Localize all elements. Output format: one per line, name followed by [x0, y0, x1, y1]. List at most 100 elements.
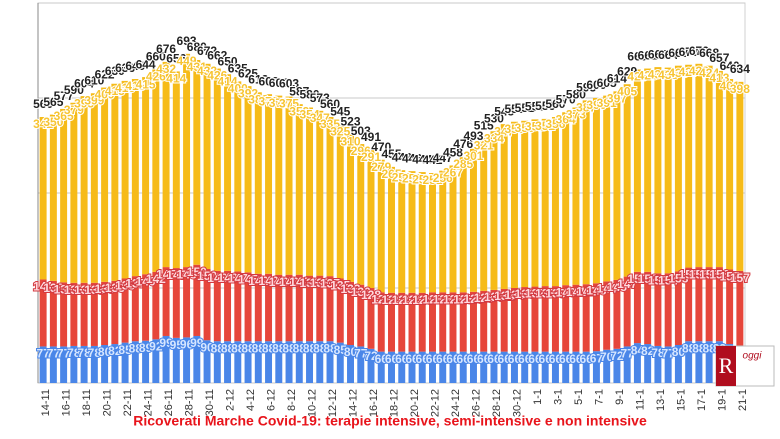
- total-label: 640: [720, 59, 740, 73]
- total-label: 560: [545, 97, 565, 111]
- bar-segment: [234, 341, 242, 383]
- total-label: 672: [197, 44, 217, 58]
- total-label: 565: [43, 95, 63, 109]
- segment-label: 124: [412, 293, 432, 307]
- bar-segment: [654, 273, 662, 346]
- segment-label: 99: [190, 336, 204, 350]
- bar-segment: [295, 274, 303, 342]
- bar-segment: [131, 276, 139, 342]
- bar-segment: [152, 339, 160, 383]
- x-tick-label: 22-12: [429, 389, 441, 417]
- bar-segment: [90, 93, 98, 283]
- bar-segment: [633, 69, 641, 272]
- segment-label: 379: [64, 103, 84, 117]
- bar-segment: [60, 282, 68, 347]
- segment-label: 325: [330, 124, 350, 138]
- bar-segment: [551, 286, 559, 352]
- segment-label: 85: [334, 343, 348, 357]
- bar-segment: [213, 68, 221, 271]
- bar-segment: [715, 267, 723, 342]
- total-label: 668: [668, 46, 688, 60]
- segment-label: 401: [720, 79, 740, 93]
- segment-label: 140: [279, 275, 299, 289]
- total-label: 515: [474, 119, 494, 133]
- segment-label: 142: [259, 274, 279, 288]
- logo-text: oggi: [743, 351, 763, 362]
- segment-label: 126: [463, 292, 483, 306]
- segment-label: 77: [36, 347, 50, 361]
- segment-label: 147: [617, 277, 637, 291]
- segment-label: 80: [672, 345, 686, 359]
- bar-segment: [336, 342, 344, 383]
- segment-label: 147: [166, 268, 186, 282]
- segment-label: 125: [371, 292, 391, 306]
- segment-label: 400: [228, 82, 248, 96]
- segment-label: 82: [641, 344, 655, 358]
- segment-label: 132: [494, 289, 514, 303]
- total-label: 664: [658, 48, 678, 62]
- segment-label: 347: [310, 111, 330, 125]
- segment-label: 137: [125, 276, 145, 290]
- bar-segment: [490, 289, 498, 352]
- total-label: 662: [207, 49, 227, 63]
- total-label: 610: [84, 73, 104, 87]
- segment-label: 66: [405, 352, 419, 366]
- bar-segment: [582, 100, 590, 285]
- segment-label: 92: [149, 339, 163, 353]
- total-label: 587: [289, 84, 309, 98]
- x-tick-label: 3-1: [552, 389, 564, 405]
- bar-segment: [480, 351, 488, 383]
- total-label: 622: [95, 68, 115, 82]
- bar-segment: [418, 292, 426, 352]
- bar-segment: [582, 351, 590, 383]
- bar-segment: [60, 346, 68, 383]
- segment-label: 449: [177, 54, 197, 68]
- bar-segment: [234, 81, 242, 272]
- bar-segment: [101, 345, 109, 383]
- bar-segment: [500, 288, 508, 352]
- bar-segment: [131, 79, 139, 277]
- bar-segment: [70, 282, 78, 346]
- total-label: 530: [484, 111, 504, 125]
- segment-label: 426: [207, 69, 227, 83]
- segment-label: 66: [426, 352, 440, 366]
- segment-label: 78: [651, 346, 665, 360]
- bar-segment: [193, 60, 201, 265]
- segment-label: 125: [433, 292, 453, 306]
- segment-label: 66: [385, 352, 399, 366]
- segment-label: 148: [218, 271, 238, 285]
- total-label: 573: [310, 91, 330, 105]
- bar-segment: [193, 335, 201, 383]
- x-tick-label: 10-12: [306, 389, 318, 417]
- segment-label: 88: [252, 341, 266, 355]
- segment-label: 155: [668, 272, 688, 286]
- bar-segment: [510, 121, 518, 288]
- bar-segment: [459, 156, 467, 293]
- bar-segment: [572, 107, 580, 285]
- x-tick-label: 14-12: [347, 389, 359, 417]
- segment-label: 156: [699, 267, 719, 281]
- bar-segment: [388, 166, 395, 293]
- segment-label: 66: [508, 352, 522, 366]
- segment-label: 136: [515, 287, 535, 301]
- x-tick-label: 6-12: [265, 389, 277, 411]
- segment-label: 145: [607, 280, 627, 294]
- segment-label: 405: [617, 84, 637, 98]
- segment-label: 66: [457, 352, 471, 366]
- segment-label: 88: [702, 341, 716, 355]
- total-label: 595: [576, 81, 596, 95]
- segment-label: 66: [498, 352, 512, 366]
- bar-segment: [285, 341, 293, 383]
- segment-label: 350: [43, 115, 63, 129]
- bar-segment: [121, 278, 129, 343]
- x-tick-label: 16-11: [61, 389, 73, 416]
- bar-segment: [644, 344, 652, 383]
- bar-segment: [224, 74, 232, 271]
- x-tick-label: 9-1: [614, 389, 626, 405]
- bar-segment: [316, 275, 324, 342]
- bar-segment: [469, 291, 477, 352]
- bar-segment: [398, 292, 406, 352]
- total-label: 635: [228, 62, 248, 76]
- segment-label: 291: [361, 150, 381, 164]
- total-label: 630: [105, 64, 125, 78]
